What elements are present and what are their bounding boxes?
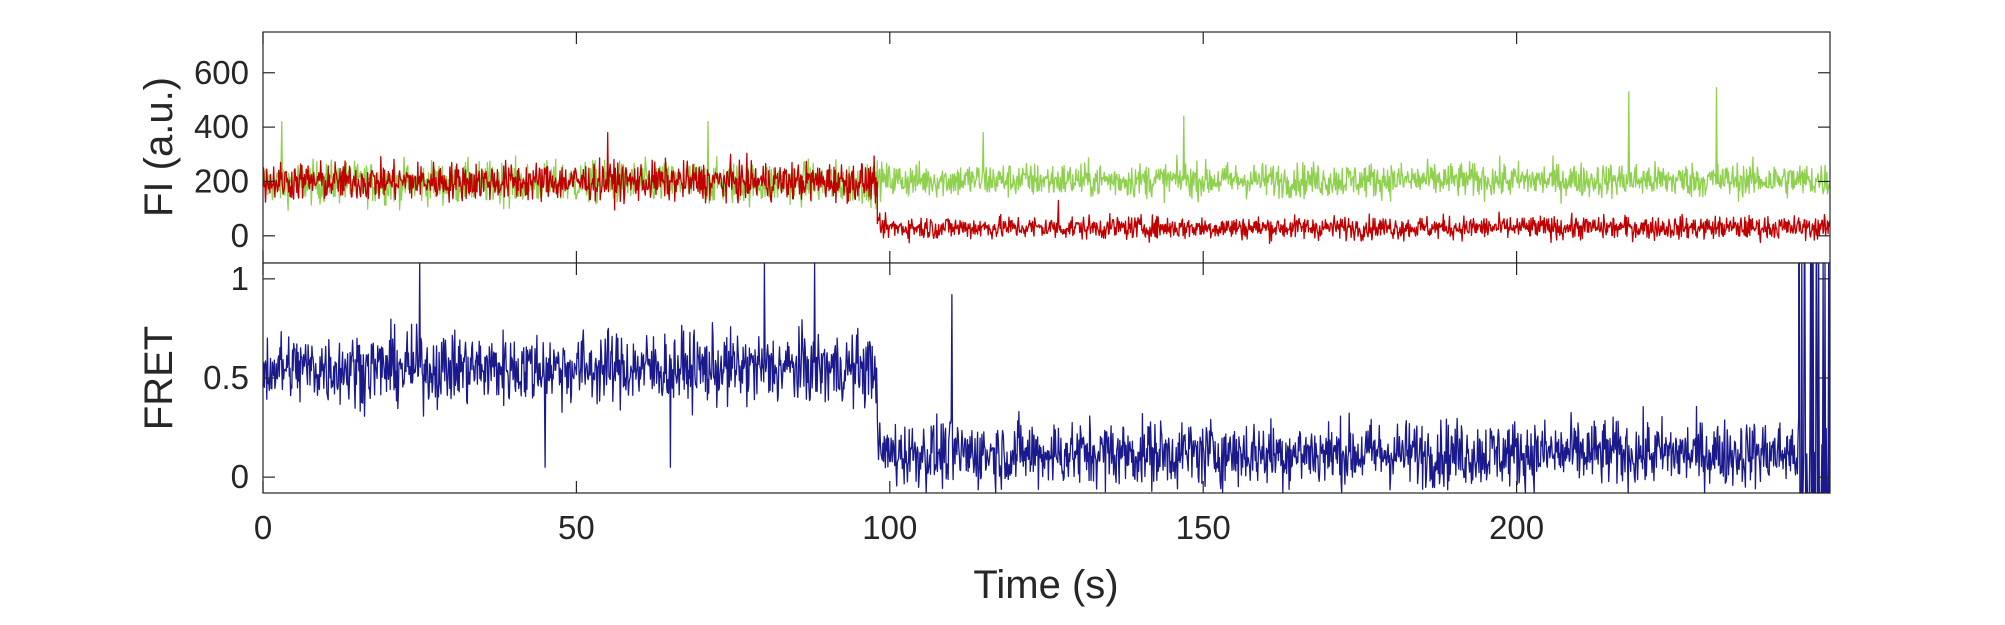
fluorescence-intensity-panel: 0 200 400 600 FI (a.u.) <box>137 31 1831 264</box>
x-axis-label: Time (s) <box>973 563 1118 607</box>
bottom-y-axis-label: FRET <box>137 326 181 430</box>
x-tick-label: 150 <box>1176 509 1231 546</box>
top-axis-ticks: 0 200 400 600 <box>194 32 1830 263</box>
top-y-axis-label: FI (a.u.) <box>137 77 181 217</box>
fret-series-group <box>262 262 1831 494</box>
x-tick-label: 50 <box>558 509 595 546</box>
y-tick-label: 0.5 <box>203 359 249 396</box>
series-line-0-1 <box>262 131 1831 244</box>
y-tick-label: 400 <box>194 108 249 145</box>
y-tick-label: 0 <box>231 458 249 495</box>
y-tick-label: 200 <box>194 162 249 199</box>
bottom-axis-ticks: 0 50 100 150 200 0 0.5 1 <box>203 260 1830 546</box>
fluorescence-series-group <box>262 87 1831 244</box>
y-tick-label: 1 <box>231 260 249 297</box>
x-tick-label: 200 <box>1489 509 1544 546</box>
fret-efficiency-panel: 0 50 100 150 200 0 0.5 1 FRET Time (s) <box>137 260 1831 607</box>
y-tick-label: 0 <box>231 217 249 254</box>
x-tick-label: 100 <box>862 509 917 546</box>
series-line-1-0 <box>262 262 1831 494</box>
y-tick-label: 600 <box>194 54 249 91</box>
x-tick-label: 0 <box>254 509 272 546</box>
series-line-0-0 <box>262 87 1831 211</box>
